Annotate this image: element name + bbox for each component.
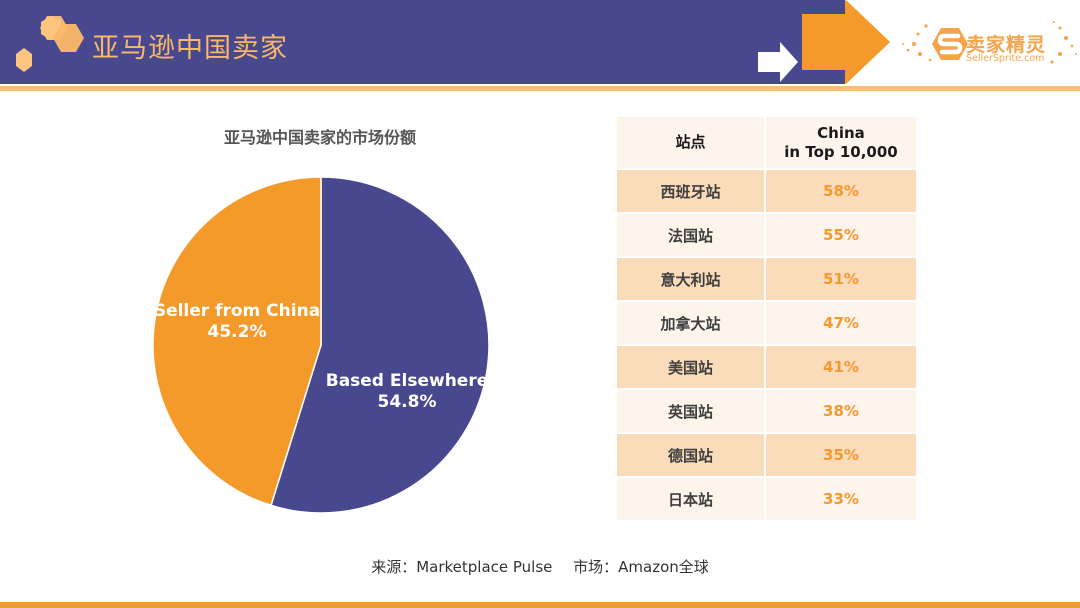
- table-row: 加拿大站 47%: [617, 301, 918, 346]
- table-header-row: 站点 China in Top 10,000: [617, 117, 918, 170]
- s-hexagon-icon: [902, 21, 1077, 64]
- logo-name-cn: 卖家精灵: [966, 34, 1047, 56]
- hexagon-logo-icon: [16, 16, 84, 72]
- pie-slice-seller-from-china: [152, 176, 322, 507]
- pie-label-elsewhere-name: Based Elsewhere: [325, 371, 489, 391]
- pie-chart: [152, 176, 490, 514]
- chart-title: 亚马逊中国卖家的市场份额: [223, 128, 416, 147]
- arrow-decoration-icon: [758, 0, 890, 84]
- source-text: 来源：Marketplace Pulse: [371, 558, 553, 576]
- table-header-site: 站点: [617, 117, 766, 170]
- table-row: 意大利站 51%: [617, 257, 918, 302]
- table-header-china: China in Top 10,000: [765, 117, 918, 170]
- pie-label-elsewhere-value: 54.8%: [377, 392, 437, 412]
- marketplace-table: 站点 China in Top 10,000 西班牙站 58% 法国站 55% …: [617, 117, 918, 522]
- table-row: 法国站 55%: [617, 213, 918, 258]
- header-band: [0, 0, 845, 84]
- table-row: 德国站 35%: [617, 433, 918, 478]
- market-text: 市场：Amazon全球: [573, 558, 709, 576]
- table-row: 日本站 33%: [617, 477, 918, 522]
- logo-name-en: SellerSprite.com: [966, 53, 1045, 64]
- table-row: 西班牙站 58%: [617, 169, 918, 214]
- pie-label-china-value: 45.2%: [207, 322, 267, 342]
- header-title: 亚马逊中国卖家: [92, 33, 288, 64]
- source-note: 来源：Marketplace Pulse 市场：Amazon全球: [0, 556, 1080, 577]
- header-accent-line: [0, 86, 1080, 91]
- table-row: 美国站 41%: [617, 345, 918, 390]
- pie-label-elsewhere: Based Elsewhere 54.8%: [322, 371, 492, 413]
- pie-slice-based-elsewhere: [270, 176, 490, 514]
- table-row: 英国站 38%: [617, 389, 918, 434]
- pie-label-china: Seller from China 45.2%: [152, 301, 322, 343]
- pie-label-china-name: Seller from China: [153, 301, 321, 321]
- footer-accent-line: [0, 602, 1080, 608]
- sellersprite-logo: 卖家精灵 SellerSprite.com: [900, 14, 1080, 74]
